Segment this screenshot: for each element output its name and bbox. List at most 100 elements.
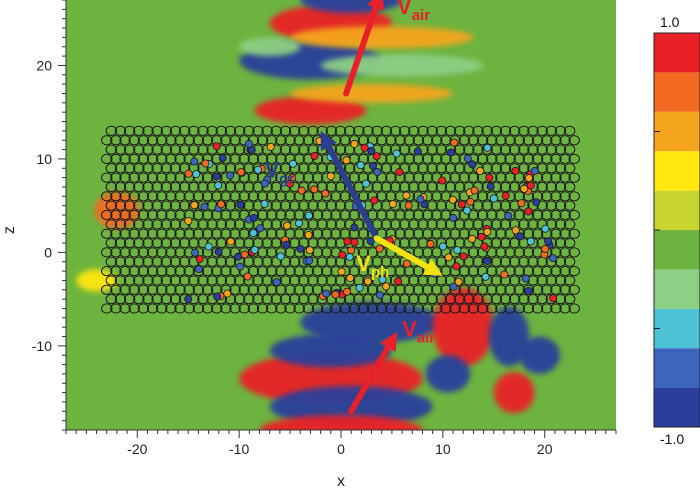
lattice-site xyxy=(169,237,182,249)
lattice-site xyxy=(288,125,301,136)
lattice-site xyxy=(554,200,567,211)
y-tick-label: -10 xyxy=(32,338,52,354)
lattice-site xyxy=(288,294,301,305)
lattice-site-value xyxy=(204,242,213,251)
lattice-site xyxy=(495,153,507,165)
lattice-site xyxy=(472,125,484,136)
lattice-site-value xyxy=(511,166,520,175)
lattice-site xyxy=(504,247,516,258)
lattice-site xyxy=(123,125,136,136)
lattice-site-value xyxy=(356,161,365,170)
lattice-site xyxy=(105,200,118,211)
lattice-site xyxy=(412,265,425,277)
lattice-site xyxy=(114,256,127,267)
lattice-site-value xyxy=(217,200,226,209)
lattice-site xyxy=(110,247,122,258)
lattice-site xyxy=(261,237,273,249)
lattice-site xyxy=(508,237,521,249)
lattice-site xyxy=(490,144,503,155)
lattice-site-value xyxy=(214,247,223,256)
lattice-site-value xyxy=(444,253,453,262)
lattice-site-value xyxy=(468,234,477,243)
lattice-site-value xyxy=(402,259,411,268)
lattice-site-value xyxy=(375,291,384,300)
lattice-site xyxy=(334,144,347,155)
lattice-site xyxy=(302,135,315,146)
colorbar-ticks xyxy=(654,32,660,428)
lattice-site xyxy=(421,303,434,314)
lattice-site xyxy=(252,125,264,136)
lattice-site xyxy=(421,284,434,295)
lattice-site xyxy=(435,256,448,267)
lattice-site xyxy=(408,275,420,286)
lattice-site xyxy=(197,275,209,286)
lattice-site xyxy=(298,163,310,174)
lattice-site xyxy=(495,172,507,183)
lattice-site xyxy=(376,209,388,221)
lattice-site xyxy=(412,135,425,146)
lattice-site xyxy=(412,284,425,295)
lattice-site xyxy=(495,135,507,146)
lattice-site xyxy=(435,163,448,174)
lattice-site xyxy=(114,219,127,230)
lattice-site-value xyxy=(447,148,456,157)
lattice-site xyxy=(165,303,177,314)
lattice-site-value xyxy=(526,237,535,246)
lattice-site xyxy=(174,191,186,202)
lattice-site xyxy=(233,237,246,249)
lattice-site xyxy=(431,284,443,295)
lattice-site xyxy=(220,303,232,314)
lattice-site xyxy=(472,219,484,230)
lattice-site xyxy=(169,200,182,211)
lattice-site xyxy=(527,144,539,155)
lattice-site-value xyxy=(541,244,550,253)
lattice-site xyxy=(490,219,503,230)
lattice-site-value xyxy=(544,237,553,246)
lattice-site xyxy=(302,172,315,183)
lattice-site xyxy=(554,163,567,174)
lattice-site xyxy=(486,153,498,165)
lattice-site xyxy=(146,135,159,146)
lattice-site xyxy=(554,181,567,193)
vector-head xyxy=(320,130,337,151)
colorbar: 1.0 -1.0 xyxy=(653,14,700,447)
lattice-site xyxy=(449,153,461,165)
lattice-site xyxy=(233,275,246,286)
lattice-site xyxy=(435,294,448,305)
lattice-site xyxy=(101,303,113,314)
lattice-site xyxy=(563,256,576,267)
x-tick-label: -20 xyxy=(127,441,147,457)
lattice-site xyxy=(307,163,319,174)
vector-head xyxy=(367,0,385,11)
lattice-site xyxy=(165,172,177,183)
lattice-site xyxy=(224,200,237,211)
lattice-site xyxy=(160,125,173,136)
lattice-site xyxy=(188,181,200,193)
lattice-site xyxy=(275,135,287,146)
lattice-site xyxy=(398,144,411,155)
lattice-site xyxy=(201,284,214,295)
lattice-site xyxy=(541,303,553,314)
lattice-site xyxy=(467,172,480,183)
lattice-site xyxy=(101,247,113,258)
lattice-site-value xyxy=(212,142,221,151)
vector-label: Vair xyxy=(402,317,435,347)
lattice-site xyxy=(440,265,452,277)
lattice-site xyxy=(508,144,521,155)
lattice-site xyxy=(252,294,264,305)
lattice-site xyxy=(499,181,512,193)
lattice-site xyxy=(325,256,338,267)
lattice-site xyxy=(490,275,503,286)
lattice-site-value xyxy=(260,199,269,208)
lattice-site xyxy=(353,125,365,136)
lattice-site xyxy=(330,228,342,239)
lattice-site xyxy=(229,153,241,165)
field-blob xyxy=(320,54,484,77)
lattice-site xyxy=(229,265,241,277)
lattice-site xyxy=(376,172,388,183)
vector-head xyxy=(380,331,398,352)
lattice-site-value xyxy=(190,201,199,210)
lattice-site xyxy=(270,181,283,193)
lattice-site-value xyxy=(532,198,541,207)
lattice-site xyxy=(307,219,319,230)
